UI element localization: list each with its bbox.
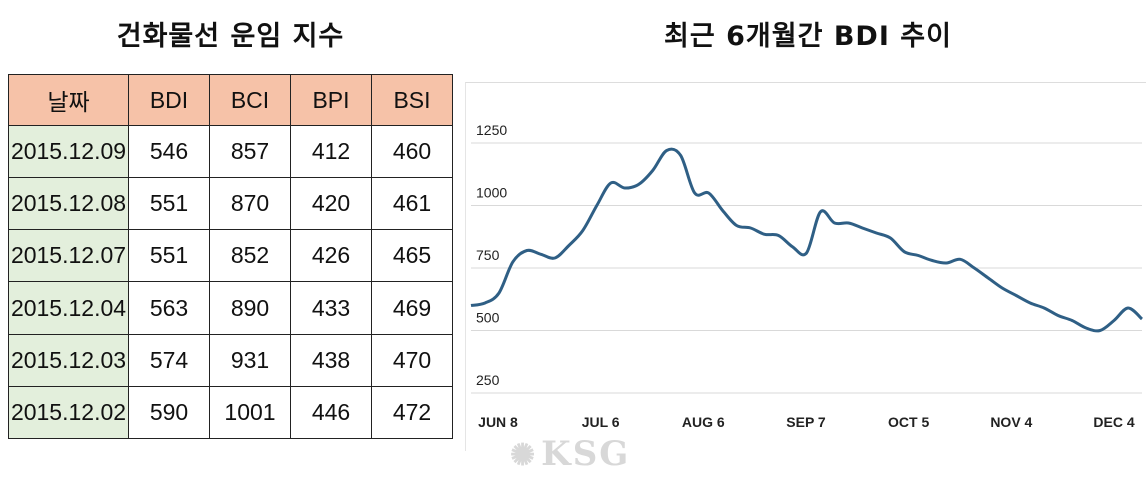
cell-bci: 870 [209, 177, 291, 231]
y-tick-label: 500 [476, 310, 500, 326]
freight-index-table: 날짜 BDI BCI BPI BSI 2015.12.09 546 857 41… [8, 74, 453, 440]
cell-bsi: 470 [371, 333, 453, 387]
cell-bci: 931 [209, 333, 291, 387]
cell-bpi: 426 [290, 229, 372, 283]
cell-bsi: 465 [371, 229, 453, 283]
x-tick-label: NOV 4 [990, 414, 1032, 430]
chart-title: 최근 6개월간 BDI 추이 [664, 21, 952, 52]
cell-bdi: 590 [128, 385, 210, 440]
table-row: 2015.12.04 563 890 433 469 [8, 281, 453, 335]
header-bsi: BSI [371, 74, 453, 126]
cell-date: 2015.12.07 [8, 229, 129, 283]
x-tick-label: DEC 4 [1093, 414, 1134, 430]
table-row: 2015.12.08 551 870 420 461 [8, 177, 453, 231]
header-date: 날짜 [8, 74, 129, 126]
x-tick-label: SEP 7 [786, 414, 826, 430]
cell-date: 2015.12.04 [8, 281, 129, 335]
cell-bci: 852 [209, 229, 291, 283]
bdi-series-line [470, 147, 1144, 333]
cell-date: 2015.12.03 [8, 333, 129, 387]
cell-bpi: 433 [290, 281, 372, 335]
cell-bdi: 546 [128, 124, 210, 179]
ksg-watermark: ✺ KSG [510, 434, 630, 474]
cell-bdi: 551 [128, 177, 210, 231]
header-bci: BCI [209, 74, 291, 126]
table-title: 건화물선 운임 지수 [116, 21, 345, 52]
cell-bci: 857 [209, 124, 291, 179]
table-row: 2015.12.09 546 857 412 460 [8, 124, 453, 179]
cell-bsi: 461 [371, 177, 453, 231]
watermark-text: KSG [541, 434, 631, 474]
cell-bci: 890 [209, 281, 291, 335]
cell-date: 2015.12.08 [8, 177, 129, 231]
table-row: 2015.12.02 590 1001 446 472 [8, 385, 453, 440]
ksg-emblem-icon: ✺ [510, 438, 538, 473]
chart-panel: 1250 1000 750 500 250 JUN 8 JUL 6 AUG 6 SEP 7 OCT… [465, 82, 1146, 451]
header-bdi: BDI [128, 74, 210, 126]
cell-bdi: 563 [128, 281, 210, 335]
bdi-line-chart: 1250 1000 750 500 250 JUN 8 JUL 6 AUG 6 SEP 7 OCT… [470, 122, 1144, 430]
x-tick-label: AUG 6 [682, 414, 725, 430]
cell-bsi: 469 [371, 281, 453, 335]
cell-date: 2015.12.02 [8, 385, 129, 440]
cell-bci: 1001 [209, 385, 291, 440]
table-header-row: 날짜 BDI BCI BPI BSI [8, 74, 453, 126]
y-tick-label: 1000 [476, 185, 507, 201]
cell-date: 2015.12.09 [8, 124, 129, 179]
table-row: 2015.12.07 551 852 426 465 [8, 229, 453, 283]
table-row: 2015.12.03 574 931 438 470 [8, 333, 453, 387]
y-tick-label: 1250 [476, 122, 507, 138]
y-tick-label: 250 [476, 372, 500, 388]
cell-bpi: 412 [290, 124, 372, 179]
x-tick-label: JUL 6 [582, 414, 620, 430]
x-tick-label: OCT 5 [888, 414, 929, 430]
cell-bpi: 438 [290, 333, 372, 387]
cell-bsi: 472 [371, 385, 453, 440]
cell-bdi: 551 [128, 229, 210, 283]
cell-bdi: 574 [128, 333, 210, 387]
x-tick-label: JUN 8 [478, 414, 518, 430]
cell-bpi: 446 [290, 385, 372, 440]
cell-bsi: 460 [371, 124, 453, 179]
cell-bpi: 420 [290, 177, 372, 231]
y-tick-label: 750 [476, 247, 500, 263]
header-bpi: BPI [290, 74, 372, 126]
